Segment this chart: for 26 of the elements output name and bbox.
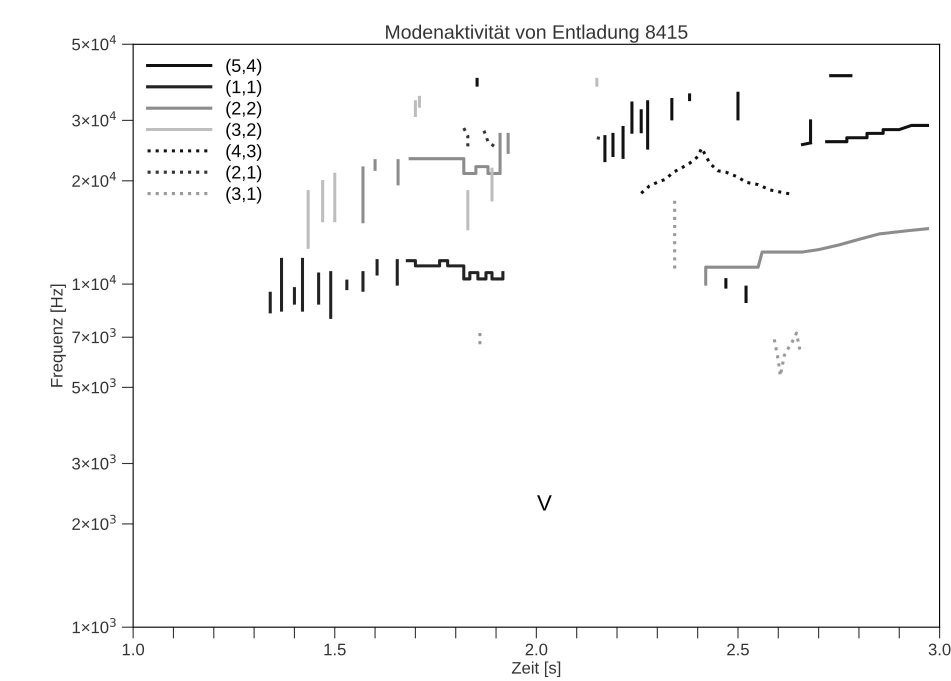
y-tick-label: 1×10$^{3}$ bbox=[72, 618, 116, 634]
y-tick-label: 3×10$^{3}$ bbox=[72, 454, 116, 470]
legend-label: (4,3) bbox=[226, 144, 262, 161]
y-tick-label: 2×10$^{4}$ bbox=[72, 172, 116, 187]
legend-label: (1,1) bbox=[226, 80, 262, 97]
x-tick-label: 1.5 bbox=[324, 644, 346, 656]
x-axis-title: Zeit [s] bbox=[512, 661, 560, 678]
y-tick-label: 7×10$^{3}$ bbox=[72, 328, 116, 344]
y-axis-title: Frequenz [Hz] bbox=[50, 284, 66, 387]
y-tick-label: 1×10$^{4}$ bbox=[72, 275, 116, 290]
x-tick-label: 2.0 bbox=[526, 644, 548, 656]
y-tick-label: 2×10$^{3}$ bbox=[72, 514, 116, 530]
annotation: V bbox=[537, 495, 552, 511]
chart-title: Modenaktivität von Entladung 8415 bbox=[386, 24, 688, 43]
x-tick-label: 1.0 bbox=[122, 644, 144, 656]
y-tick-label: 3×10$^{4}$ bbox=[72, 111, 116, 126]
legend-label: (2,1) bbox=[226, 165, 262, 182]
legend-label: (2,2) bbox=[226, 101, 262, 118]
y-tick-label: 5×10$^{4}$ bbox=[72, 35, 116, 50]
legend-label: (3,2) bbox=[226, 122, 262, 140]
line-series bbox=[640, 146, 792, 196]
y-tick-label: 5×10$^{3}$ bbox=[72, 378, 116, 394]
legend-label: (3,1) bbox=[226, 186, 262, 204]
legend-label: (5,4) bbox=[226, 58, 262, 76]
x-tick-label: 2.5 bbox=[727, 644, 749, 656]
x-tick-label: 3.0 bbox=[928, 644, 951, 656]
